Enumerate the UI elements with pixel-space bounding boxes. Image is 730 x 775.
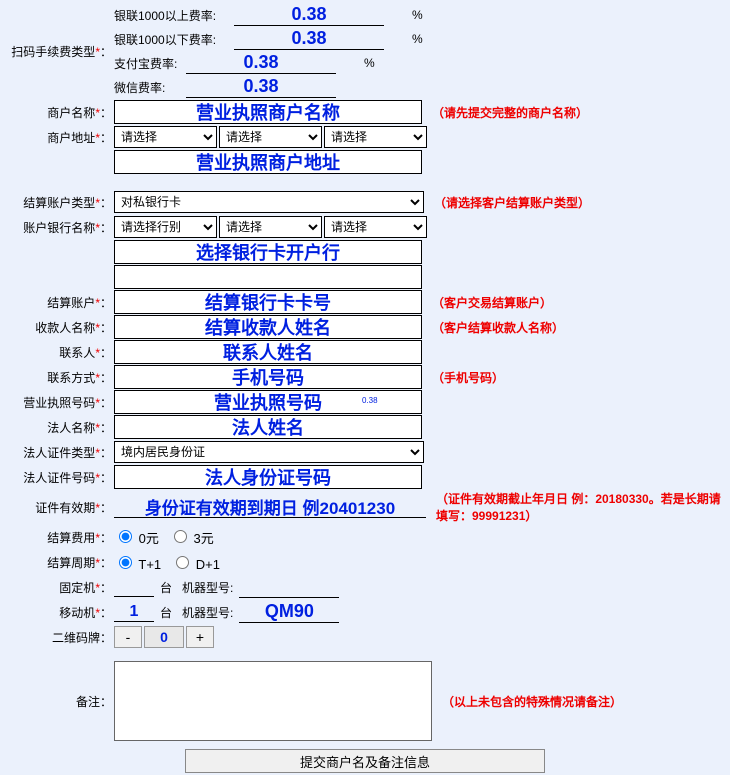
settle-fee-opt-0[interactable]: 0元 [114, 527, 159, 547]
remark-note: （以上未包含的特殊情况请备注） [442, 693, 622, 710]
fee-row-2-input[interactable] [234, 28, 384, 50]
id-type-label: 法人证件类型*： [4, 444, 114, 461]
fee-row-1-label: 银联1000以上费率: [114, 7, 234, 24]
legal-name-label: 法人名称*： [4, 419, 114, 436]
fee-row-4-input[interactable] [186, 76, 336, 98]
settle-acct-input[interactable] [114, 290, 422, 314]
fee-row-4-label: 微信费率: [114, 79, 186, 96]
merchant-name-label: 商户名称*： [4, 104, 114, 121]
settle-fee-opt-1[interactable]: 3元 [169, 527, 214, 547]
id-expiry-input[interactable] [114, 497, 426, 518]
mobile-machine-label: 移动机*： [4, 604, 114, 621]
biz-license-label: 营业执照号码*： [4, 394, 114, 411]
remark-label: 备注： [4, 693, 114, 710]
bank-sel-3[interactable]: 请选择 [324, 216, 427, 238]
settle-cycle-opt-1[interactable]: D+1 [171, 553, 220, 572]
legal-name-input[interactable] [114, 415, 422, 439]
bank-name-input[interactable] [114, 240, 422, 264]
fixed-machine-model[interactable] [239, 576, 339, 598]
fee-row-1-unit: % [412, 8, 423, 22]
fee-type-label: 扫码手续费类型*： [4, 43, 114, 60]
tiny-note: 0.38 [362, 396, 378, 405]
settle-cycle-label: 结算周期*： [4, 554, 114, 571]
settle-acct-type-label: 结算账户类型*： [4, 194, 114, 211]
addr-sel-1[interactable]: 请选择 [114, 126, 217, 148]
settle-acct-label: 结算账户*： [4, 294, 114, 311]
bank-name-label: 账户银行名称*： [4, 219, 114, 236]
payee-name-input[interactable] [114, 315, 422, 339]
id-no-label: 法人证件号码*： [4, 469, 114, 486]
mobile-machine-model-label: 机器型号: [182, 604, 233, 621]
merchant-addr-label: 商户地址*： [4, 129, 114, 146]
addr-sel-3[interactable]: 请选择 [324, 126, 427, 148]
id-no-input[interactable] [114, 465, 422, 489]
qr-plus-button[interactable]: + [186, 626, 214, 648]
merchant-addr-input[interactable] [114, 150, 422, 174]
id-type-select[interactable]: 境内居民身份证 [114, 441, 424, 463]
fee-row-1-input[interactable] [234, 4, 384, 26]
fee-row-3-input[interactable] [186, 52, 336, 74]
payee-name-label: 收款人名称*： [4, 319, 114, 336]
id-expiry-note: （证件有效期截止年月日 例：20180330。若是长期请填写：99991231） [436, 490, 726, 524]
qr-plate-label: 二维码牌： [4, 629, 114, 646]
contact-label: 联系人*： [4, 344, 114, 361]
fixed-machine-unit: 台 [160, 579, 172, 596]
settle-fee-label: 结算费用*： [4, 529, 114, 546]
settle-cycle-opt-0[interactable]: T+1 [114, 553, 161, 572]
contact-input[interactable] [114, 340, 422, 364]
settle-acct-type-note: （请选择客户结算账户类型） [434, 194, 590, 211]
fixed-machine-model-label: 机器型号: [182, 579, 233, 596]
fee-row-2-label: 银联1000以下费率: [114, 31, 234, 48]
phone-input[interactable] [114, 365, 422, 389]
merchant-name-input[interactable] [114, 100, 422, 124]
mobile-machine-model[interactable] [239, 601, 339, 623]
id-expiry-label: 证件有效期*： [4, 499, 114, 516]
merchant-name-note: （请先提交完整的商户名称） [432, 104, 588, 121]
remark-textarea[interactable] [114, 661, 432, 741]
fee-row-3-unit: % [364, 56, 375, 70]
phone-label: 联系方式*： [4, 369, 114, 386]
bank-sel-1[interactable]: 请选择行别 [114, 216, 217, 238]
settle-acct-type-select[interactable]: 对私银行卡 [114, 191, 424, 213]
fixed-machine-count[interactable] [114, 578, 154, 597]
submit-button[interactable]: 提交商户名及备注信息 [185, 749, 545, 773]
fee-row-2-unit: % [412, 32, 423, 46]
payee-name-note: （客户结算收款人名称） [432, 319, 564, 336]
settle-acct-note: （客户交易结算账户） [432, 294, 552, 311]
mobile-machine-unit: 台 [160, 604, 172, 621]
qr-minus-button[interactable]: - [114, 626, 142, 648]
qr-value[interactable] [144, 626, 184, 648]
bank-name-empty-input[interactable] [114, 265, 422, 289]
fee-row-3-label: 支付宝费率: [114, 55, 186, 72]
phone-note: （手机号码） [432, 369, 504, 386]
bank-sel-2[interactable]: 请选择 [219, 216, 322, 238]
fixed-machine-label: 固定机*： [4, 579, 114, 596]
mobile-machine-count[interactable] [114, 603, 154, 622]
addr-sel-2[interactable]: 请选择 [219, 126, 322, 148]
